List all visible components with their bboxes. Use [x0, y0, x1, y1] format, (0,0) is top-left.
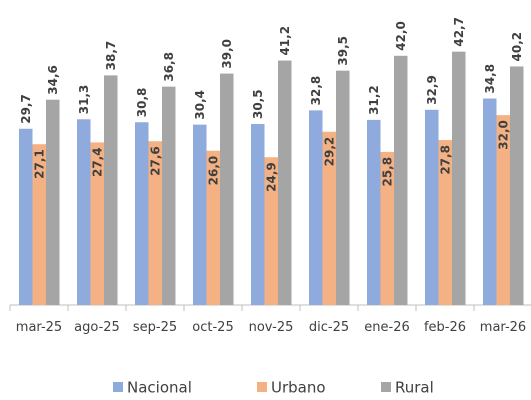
data-label: 30,8: [135, 88, 149, 118]
x-tick-label: ene-26: [364, 320, 409, 335]
legend-label: Urbano: [271, 379, 326, 397]
bar: [148, 141, 162, 305]
x-tick-label: feb-26: [424, 320, 466, 335]
bar: [104, 75, 118, 305]
data-label: 34,8: [483, 64, 497, 94]
bar: [193, 124, 207, 305]
data-label: 29,7: [19, 94, 33, 124]
bar: [438, 140, 452, 305]
data-label: 29,2: [323, 137, 337, 167]
legend-swatch: [381, 382, 391, 392]
x-tick-label: mar-25: [16, 320, 62, 335]
bar: [425, 109, 439, 305]
data-label: 27,6: [149, 146, 163, 176]
data-label: 26,0: [207, 156, 221, 186]
data-label: 39,5: [336, 36, 350, 66]
bar: [510, 66, 524, 305]
bar: [483, 98, 497, 306]
data-label: 24,9: [265, 162, 279, 192]
x-tick-label: sep-25: [133, 320, 177, 335]
data-label: 25,8: [381, 157, 395, 187]
bar: [162, 86, 176, 305]
data-label: 31,2: [367, 85, 381, 115]
bar: [220, 73, 234, 305]
data-label: 41,2: [278, 26, 292, 56]
bar: [46, 99, 60, 305]
data-label: 32,8: [309, 76, 323, 106]
legend-swatch: [257, 382, 267, 392]
bar: [32, 144, 46, 305]
bar: [394, 55, 408, 305]
bar: [135, 122, 149, 306]
bar: [251, 124, 265, 306]
bar: [367, 119, 381, 305]
data-label: 27,8: [439, 145, 453, 175]
bar: [380, 151, 394, 305]
x-tick-label: oct-25: [192, 320, 233, 335]
data-label: 42,7: [452, 17, 466, 47]
bar: [278, 60, 292, 306]
data-label: 40,2: [510, 32, 524, 62]
data-label: 34,6: [46, 65, 60, 95]
data-label: 27,1: [33, 149, 47, 179]
bar: [206, 150, 220, 305]
data-label: 31,3: [77, 85, 91, 115]
data-label: 39,0: [220, 39, 234, 69]
data-label: 30,4: [193, 90, 207, 120]
data-label: 32,9: [425, 75, 439, 105]
x-tick-label: mar-26: [480, 320, 526, 335]
bar: [90, 142, 104, 305]
data-label: 30,5: [251, 89, 265, 119]
data-label: 32,0: [497, 120, 511, 150]
x-tick-label: nov-25: [249, 320, 294, 335]
x-tick-label: ago-25: [74, 320, 120, 335]
legend-label: Nacional: [127, 379, 192, 397]
x-tick-label: dic-25: [309, 320, 349, 335]
bar: [264, 157, 278, 305]
data-label: 36,8: [162, 52, 176, 82]
legend-swatch: [113, 382, 123, 392]
bar: [322, 131, 336, 305]
bar: [77, 119, 91, 305]
bar: [336, 70, 350, 305]
data-label: 42,0: [394, 21, 408, 51]
bar: [19, 128, 33, 305]
data-label: 27,4: [91, 147, 105, 177]
bar: [452, 51, 466, 305]
data-label: 38,7: [104, 41, 118, 71]
bar: [496, 115, 510, 305]
legend-label: Rural: [395, 379, 434, 397]
bar: [309, 110, 323, 306]
